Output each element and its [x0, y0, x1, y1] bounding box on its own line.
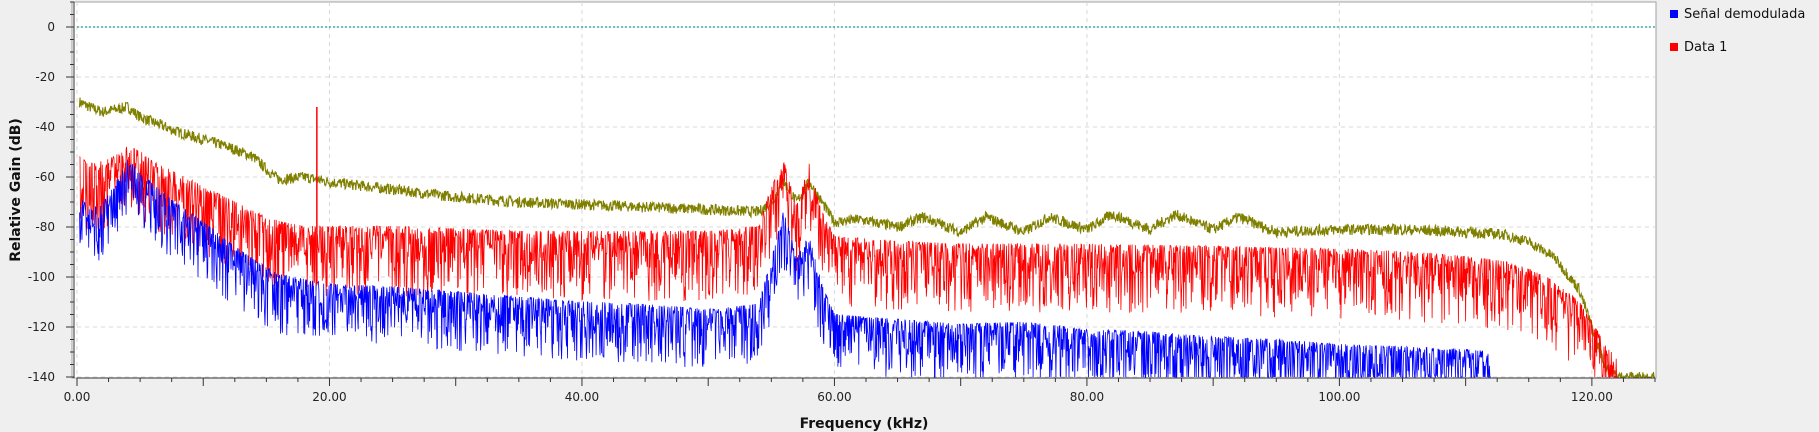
x-tick-label: 120.00 [1571, 390, 1613, 404]
series-line-data-1 [79, 146, 1618, 379]
y-tick-label: -140 [28, 370, 55, 384]
series-layer [78, 97, 1655, 379]
y-tick-label: -60 [35, 170, 55, 184]
x-tick-label: 20.00 [312, 390, 346, 404]
series-line-se-al-demodulada [79, 160, 1491, 378]
x-tick-label: 100.00 [1318, 390, 1360, 404]
x-tick-label: 0.00 [64, 390, 91, 404]
y-tick-label: -120 [28, 320, 55, 334]
y-tick-label: -80 [35, 220, 55, 234]
legend-label: Data 1 [1684, 40, 1727, 55]
x-axis-title: Frequency (kHz) [800, 416, 929, 432]
legend: Señal demodulada Data 1 [1670, 7, 1805, 55]
legend-swatch [1670, 43, 1678, 51]
axes: 0.00 20.00 40.00 60.00 80.00 100.00 120.00 0 -20… [28, 1, 1656, 404]
y-axis-title: Relative Gain (dB) [8, 118, 24, 262]
legend-swatch [1670, 10, 1678, 18]
y-tick-label: -40 [35, 120, 55, 134]
y-tick-label: -100 [28, 270, 55, 284]
series-line-series-2 [78, 97, 1655, 379]
y-tick-label: -20 [35, 70, 55, 84]
plot-area [71, 1, 1657, 379]
x-tick-label: 80.00 [1070, 390, 1104, 404]
x-tick-label: 40.00 [565, 390, 599, 404]
x-tick-label: 60.00 [817, 390, 851, 404]
y-tick-label: 0 [47, 20, 55, 34]
legend-label: Señal demodulada [1684, 7, 1805, 22]
